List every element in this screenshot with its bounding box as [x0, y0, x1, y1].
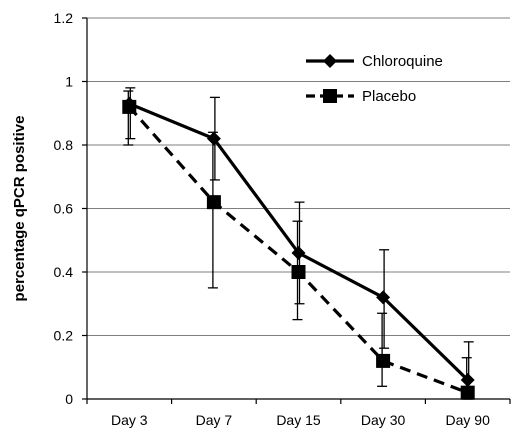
x-tick-label: Day 15 — [276, 412, 321, 428]
error-bars — [123, 87, 474, 400]
placebo-marker — [122, 99, 137, 114]
y-axis-title: percentage qPCR positive — [11, 116, 28, 302]
y-tick-label: 0.6 — [54, 201, 74, 217]
y-tick-label: 1.2 — [54, 10, 74, 26]
chloroquine-marker — [376, 290, 391, 305]
placebo-marker — [460, 385, 475, 400]
placebo-marker — [206, 195, 221, 210]
y-tick-label: 0.2 — [54, 328, 74, 344]
chloroquine-marker — [291, 245, 306, 260]
x-tick-label: Day 90 — [446, 412, 491, 428]
chloroquine-marker — [206, 131, 221, 146]
placebo-marker — [291, 265, 306, 279]
y-tick-label: 0 — [65, 391, 73, 407]
gridlines — [87, 17, 510, 336]
legend: Chloroquine Placebo — [306, 53, 443, 105]
series-markers — [122, 96, 475, 400]
legend-placebo-marker — [323, 89, 337, 103]
chloroquine-marker — [460, 372, 475, 387]
x-tick-label: Day 30 — [361, 412, 406, 428]
y-tick-label: 0.4 — [54, 264, 74, 280]
legend-chloroquine-label: Chloroquine — [362, 53, 443, 70]
x-tick-label: Day 3 — [111, 412, 148, 428]
x-tick-labels: Day 3 Day 7 Day 15 Day 30 Day 90 — [86, 399, 511, 428]
y-tick-labels: 0 0.2 0.4 0.6 0.8 1 1.2 — [54, 10, 87, 407]
x-tick-label: Day 7 — [196, 412, 233, 428]
y-tick-label: 0.8 — [54, 137, 74, 153]
y-tick-label: 1 — [65, 74, 73, 90]
placebo-marker — [376, 353, 391, 368]
legend-placebo-label: Placebo — [362, 88, 416, 105]
legend-chloroquine-marker — [323, 54, 337, 68]
